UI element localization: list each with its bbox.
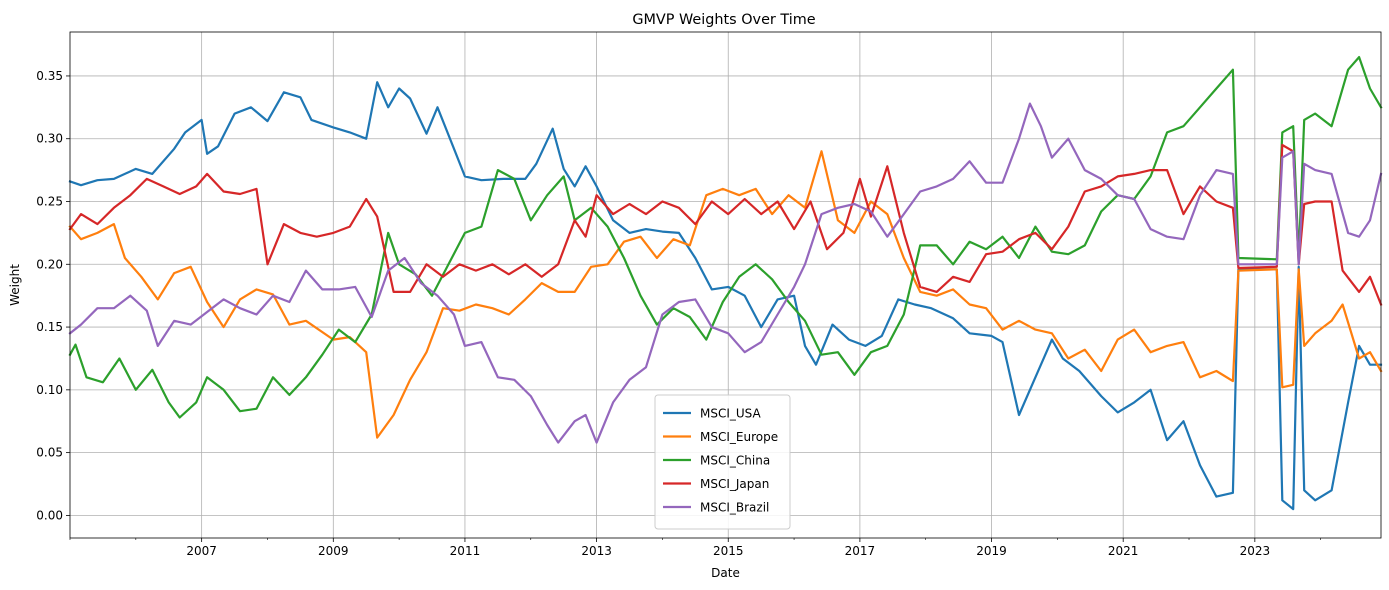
series-line-msci-brazil: [68, 102, 1383, 444]
x-tick-label: 2011: [450, 544, 481, 558]
y-tick-label: 0.35: [36, 69, 63, 83]
x-tick-label: 2007: [186, 544, 217, 558]
y-tick-label: 0.05: [36, 446, 63, 460]
x-tick-label: 2009: [318, 544, 349, 558]
legend-label: MSCI_Brazil: [700, 501, 769, 515]
legend-label: MSCI_USA: [700, 407, 762, 421]
series-line-msci-china: [68, 56, 1383, 419]
series-line-msci-europe: [68, 150, 1383, 439]
chart-title: GMVP Weights Over Time: [632, 12, 815, 28]
y-axis-label: Weight: [8, 264, 22, 306]
x-tick-label: 2015: [713, 544, 744, 558]
x-tick-label: 2023: [1240, 544, 1271, 558]
series-lines: [68, 56, 1383, 511]
x-tick-label: 2017: [845, 544, 876, 558]
legend-box: [654, 394, 791, 530]
y-tick-label: 0.30: [36, 132, 63, 146]
grid: [70, 32, 1381, 538]
x-tick-label: 2019: [976, 544, 1007, 558]
x-tick-label: 2021: [1108, 544, 1139, 558]
y-tick-label: 0.20: [36, 257, 63, 271]
legend-label: MSCI_Europe: [700, 430, 778, 444]
legend: MSCI_USA MSCI_Europe MSCI_China MSCI_Japan M…: [654, 394, 791, 530]
x-tick-label: 2013: [581, 544, 612, 558]
axis-ticks: 2007 2009 2011 2013 2015 2017 2019 2021 2023 0.00…: [36, 69, 1321, 558]
legend-label: MSCI_China: [700, 454, 770, 468]
x-axis-label: Date: [711, 566, 740, 580]
y-tick-label: 0.15: [36, 320, 63, 334]
y-tick-label: 0.10: [36, 383, 63, 397]
legend-label: MSCI_Japan: [700, 477, 769, 491]
plot-frame: [69, 31, 1382, 539]
series-line-msci-japan: [68, 143, 1383, 306]
y-tick-label: 0.25: [36, 195, 63, 209]
series-line-msci-usa: [68, 81, 1383, 511]
y-tick-label: 0.00: [36, 508, 63, 522]
